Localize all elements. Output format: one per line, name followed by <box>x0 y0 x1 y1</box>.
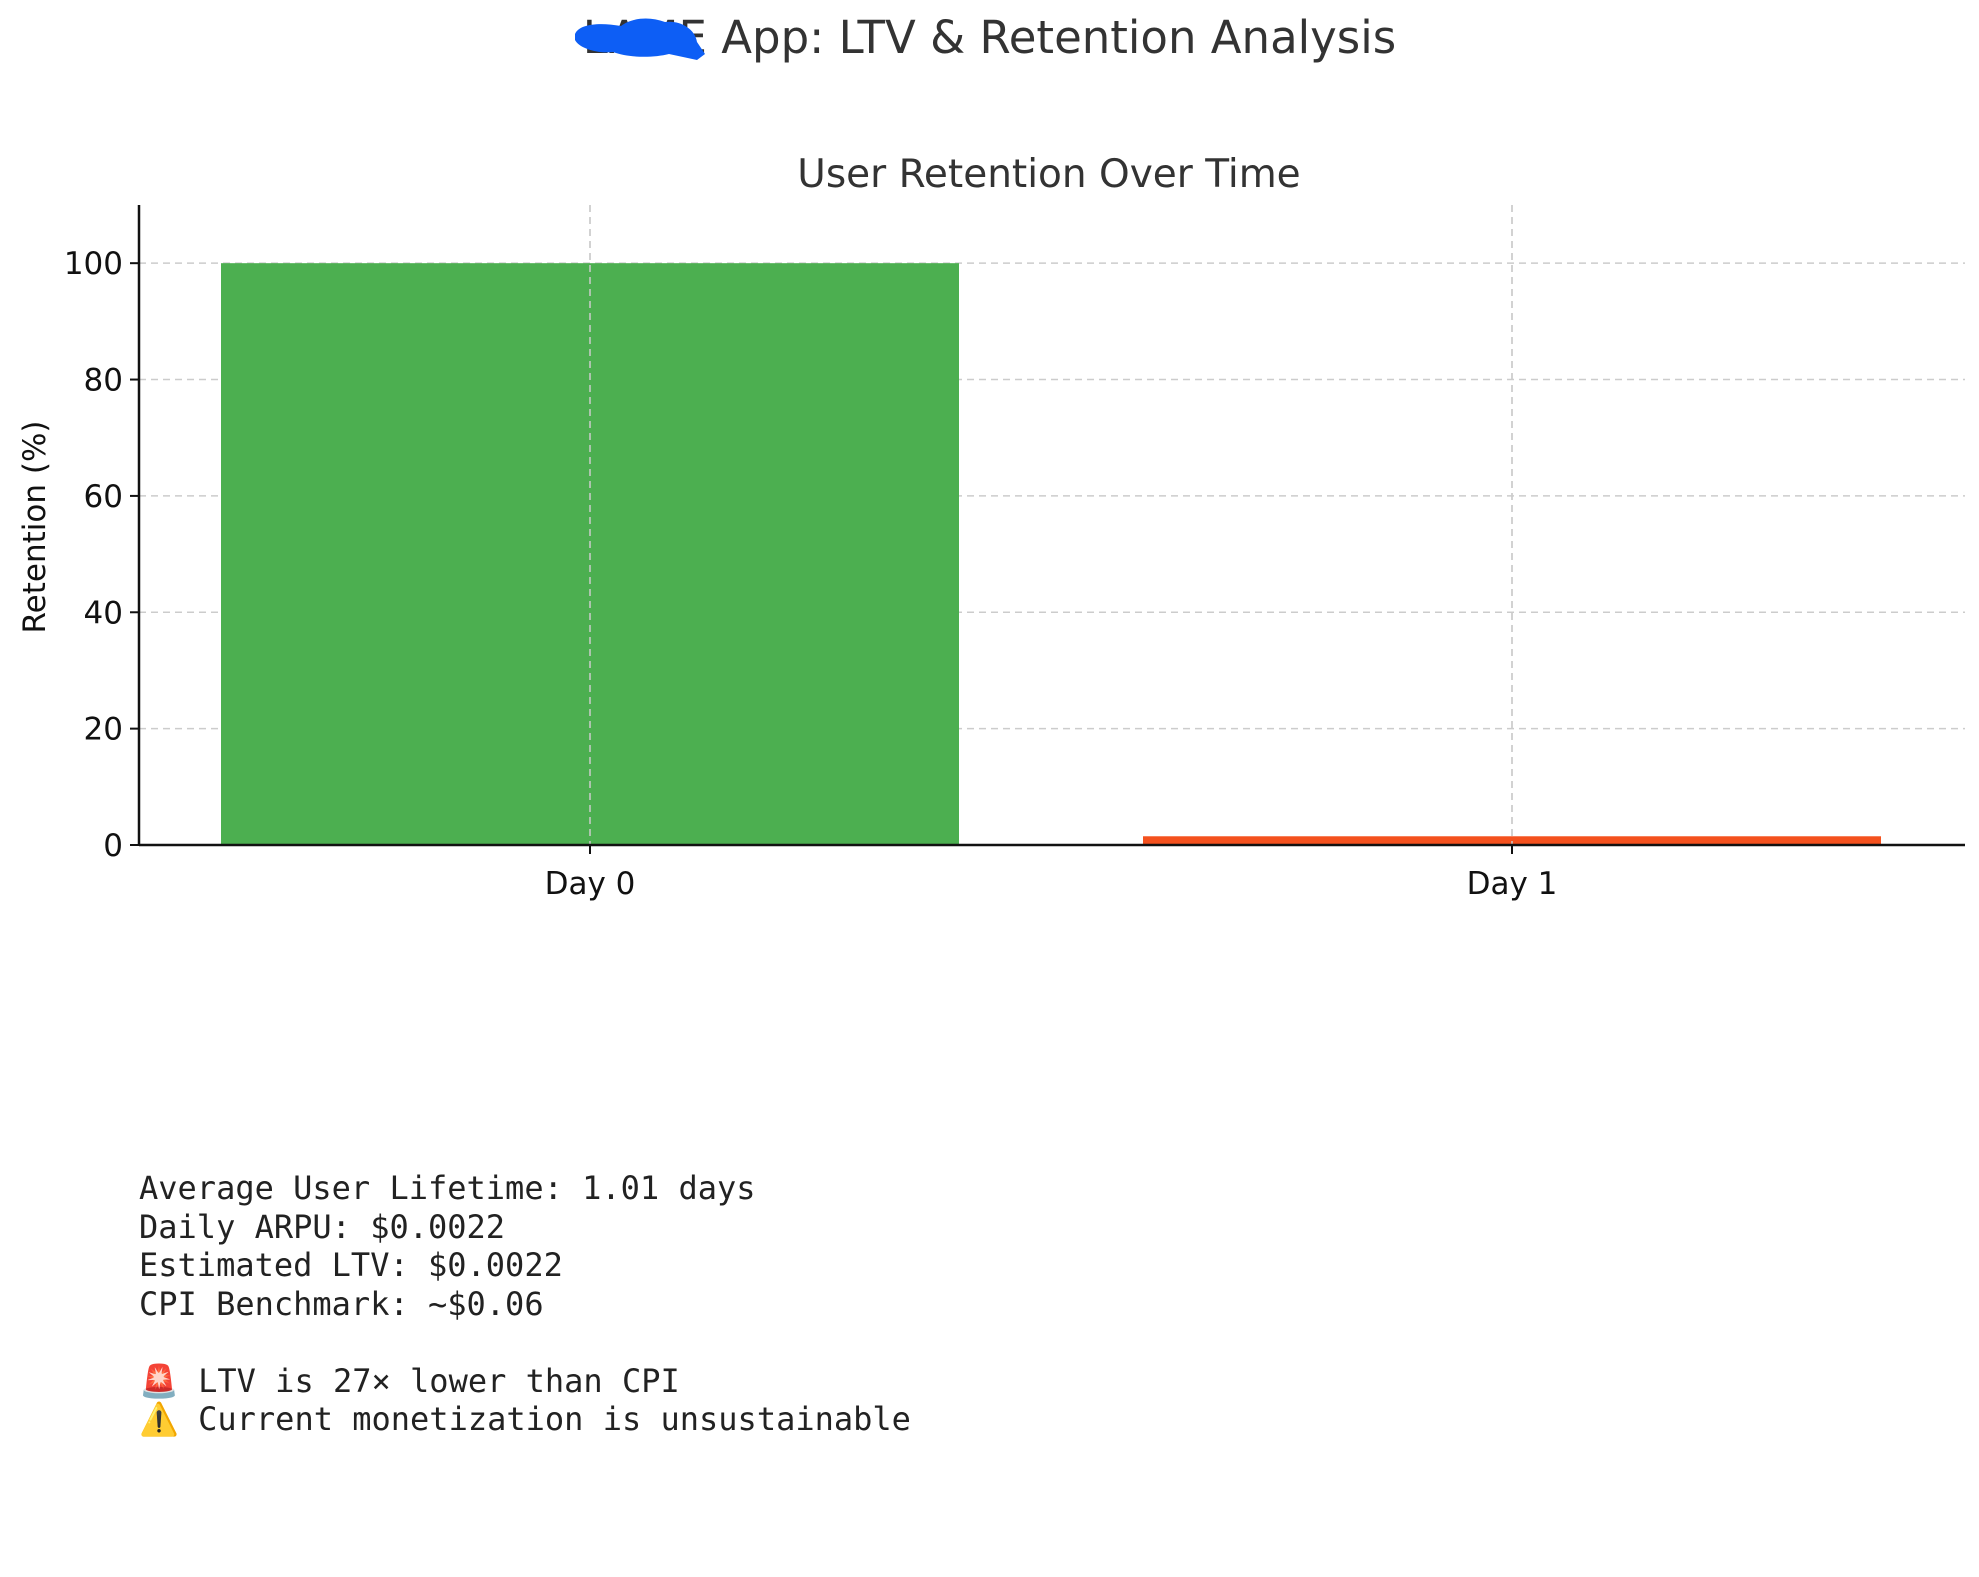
stats-line: 🚨 LTV is 27× lower than CPI <box>139 1361 680 1400</box>
bar-day-1 <box>1143 836 1881 845</box>
gridline-overlay <box>589 205 1513 845</box>
y-tick-label-100: 100 <box>64 246 123 282</box>
y-tick-label-0: 0 <box>103 828 123 864</box>
y-axis-ticks: 0 20 40 60 80 100 <box>64 246 139 864</box>
title-suffix: App: LTV & Retention Analysis <box>721 11 1397 64</box>
stats-line: Daily ARPU: $0.0022 <box>139 1207 506 1246</box>
y-tick-label-60: 60 <box>84 479 123 515</box>
stats-panel: Average User Lifetime: 1.01 days Daily AR… <box>139 1169 911 1439</box>
redacted-title-prefix: LAME <box>574 10 707 66</box>
stats-spacer <box>139 1323 911 1362</box>
stats-line: Average User Lifetime: 1.01 days <box>139 1169 756 1207</box>
stats-line: ⚠️ Current monetization is unsustainable <box>139 1400 911 1438</box>
y-axis-label: Retention (%) <box>17 421 53 634</box>
x-axis-ticks: Day 0 Day 1 <box>545 845 1558 902</box>
y-tick-label-20: 20 <box>84 712 123 748</box>
retention-chart: User Retention Over Time 0 20 40 60 80 100 Da… <box>17 152 1965 902</box>
page-title: LAME App: LTV & Retention Analysis <box>0 10 1979 66</box>
stats-line: Estimated LTV: $0.0022 <box>139 1246 563 1284</box>
x-tick-label-0: Day 0 <box>545 866 636 902</box>
bars <box>221 205 1881 845</box>
y-tick-label-80: 80 <box>84 363 123 399</box>
y-tick-label-40: 40 <box>84 595 123 631</box>
chart-title: User Retention Over Time <box>797 152 1300 197</box>
stats-line: CPI Benchmark: ~$0.06 <box>139 1284 544 1323</box>
x-tick-label-1: Day 1 <box>1467 866 1558 902</box>
redaction-scribble <box>574 18 705 60</box>
axes <box>137 205 1965 847</box>
